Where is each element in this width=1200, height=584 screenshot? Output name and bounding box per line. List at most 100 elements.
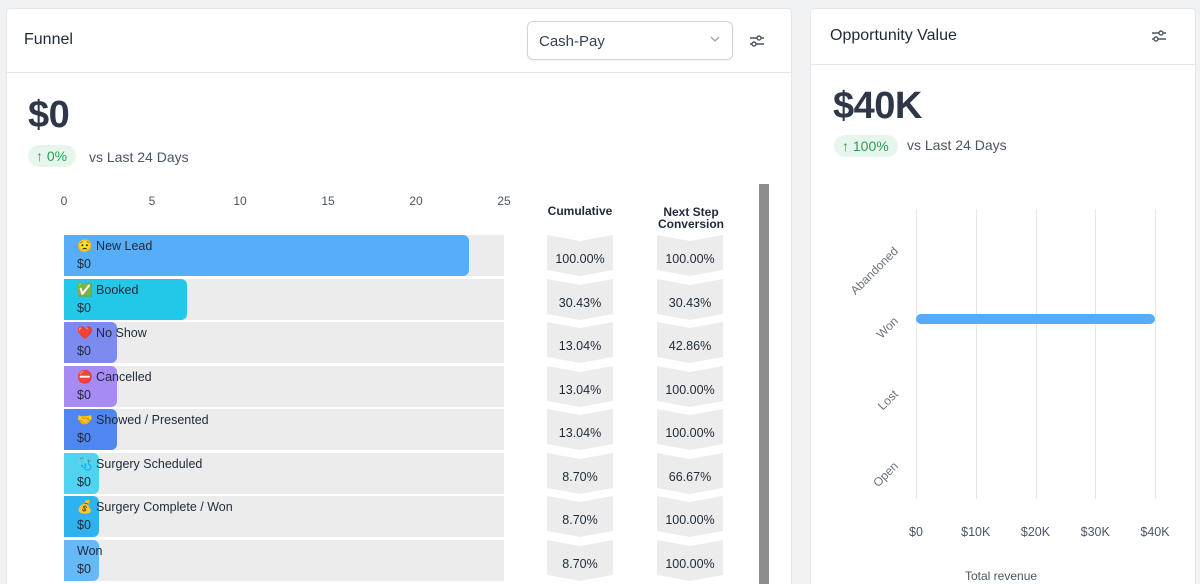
pipeline-select-value: Cash-Pay: [539, 33, 605, 50]
scrollbar[interactable]: [759, 184, 769, 584]
grid-line: [916, 209, 917, 499]
funnel-bar[interactable]: [64, 409, 117, 450]
cumulative-value: 8.70%: [562, 557, 598, 571]
funnel-bar[interactable]: [64, 540, 100, 581]
funnel-bar[interactable]: [64, 453, 100, 494]
next-step-chevron: [657, 235, 723, 276]
funnel-total-value: $0: [28, 94, 70, 136]
next-step-chevron: [657, 279, 723, 320]
stage-label: ❤️ No Show: [77, 326, 147, 340]
next-step-value: 30.43%: [668, 296, 712, 310]
y-category-label: Abandoned: [847, 244, 901, 298]
stage-value: $0: [77, 562, 91, 576]
funnel-row-track: [64, 366, 504, 407]
cumulative-chevron: [547, 540, 613, 581]
opportunity-total-value: $40K: [833, 85, 922, 127]
axis-tick: 25: [497, 194, 511, 208]
next-step-chevron: [657, 322, 723, 363]
stage-label: ✅ Booked: [77, 283, 139, 297]
funnel-bar[interactable]: [64, 322, 117, 363]
axis-tick: 0: [60, 194, 68, 208]
next-step-chevron: [657, 453, 723, 494]
sliders-icon[interactable]: [748, 32, 766, 50]
funnel-title: Funnel: [24, 31, 73, 48]
cumulative-chevron: [547, 366, 613, 407]
x-tick-label: $10K: [961, 525, 991, 539]
cumulative-chevron: [547, 453, 613, 494]
stage-label: Won: [77, 544, 103, 558]
next-step-chevron: [657, 409, 723, 450]
stage-value: $0: [77, 301, 91, 315]
cumulative-value: 13.04%: [558, 383, 602, 397]
axis-tick: 15: [321, 194, 335, 208]
axis-tick: 10: [233, 194, 247, 208]
x-tick-label: $20K: [1020, 525, 1051, 539]
grid-line: [975, 209, 977, 499]
funnel-bar[interactable]: [64, 235, 469, 276]
revenue-bar[interactable]: [916, 314, 1155, 324]
pipeline-select[interactable]: Cash-Pay: [527, 21, 733, 60]
next-step-value: 66.67%: [668, 470, 712, 484]
axis-tick: 20: [409, 194, 423, 208]
next-step-chevron: [657, 496, 723, 537]
x-tick-label: $30K: [1080, 525, 1110, 539]
stage-value: $0: [77, 257, 91, 271]
cumulative-chevron: [547, 409, 613, 450]
next-step-value: 42.86%: [668, 339, 712, 353]
grid-line: [1035, 209, 1037, 499]
funnel-row-track: [64, 322, 504, 363]
opportunity-header: Opportunity Value: [811, 9, 1195, 65]
funnel-row-track: [64, 496, 504, 537]
stage-value: $0: [77, 431, 91, 445]
grid-line: [1095, 209, 1097, 499]
funnel-card: Funnel Cash-Pay $0 ↑ 0% vs Last 24 Days …: [6, 8, 792, 584]
cumulative-value: 100.00%: [555, 252, 605, 266]
cumulative-chevron: [547, 279, 613, 320]
cumulative-chevron: [547, 322, 613, 363]
cumulative-value: 8.70%: [562, 470, 598, 484]
funnel-bar[interactable]: [64, 279, 188, 320]
funnel-bar[interactable]: [64, 366, 117, 407]
next-step-chevron: [657, 366, 723, 407]
stage-value: $0: [77, 388, 91, 402]
next-step-header-line1: Next Step: [663, 205, 719, 219]
cumulative-header: Cumulative: [547, 204, 613, 218]
change-badge: ↑ 100%: [834, 135, 898, 157]
cumulative-value: 13.04%: [558, 426, 602, 440]
next-step-chevron: [657, 540, 723, 581]
grid-line: [1155, 209, 1156, 499]
cumulative-chevron: [547, 235, 613, 276]
cumulative-value: 30.43%: [558, 296, 602, 310]
change-badge: ↑ 0%: [28, 145, 77, 167]
funnel-row-track: [64, 409, 504, 450]
stage-label: ⛔ Cancelled: [77, 370, 152, 384]
next-step-value: 100.00%: [665, 513, 715, 527]
next-step-value: 100.00%: [665, 252, 715, 266]
funnel-row-track: [64, 453, 504, 494]
cumulative-value: 13.04%: [558, 339, 602, 353]
next-step-value: 100.00%: [665, 383, 715, 397]
cumulative-chevron: [547, 496, 613, 537]
cumulative-value: 8.70%: [562, 513, 598, 527]
change-text: vs Last 24 Days: [89, 149, 189, 165]
chevron-down-icon: [710, 36, 720, 42]
y-category-label: Open: [870, 459, 901, 490]
x-axis-title: Total revenue: [965, 569, 1038, 583]
stage-label: 🩺 Surgery Scheduled: [77, 457, 203, 471]
opportunity-title: Opportunity Value: [830, 27, 957, 44]
stage-label: 🤝 Showed / Presented: [77, 413, 209, 427]
y-category-label: Won: [873, 314, 901, 342]
funnel-header: Funnel Cash-Pay: [7, 9, 791, 73]
y-category-label: Lost: [875, 387, 901, 413]
stage-label: 💰 Surgery Complete / Won: [77, 500, 233, 514]
funnel-bar[interactable]: [64, 496, 100, 537]
stage-value: $0: [77, 475, 91, 489]
next-step-header-line2: Conversion: [657, 217, 724, 231]
stage-value: $0: [77, 344, 91, 358]
stage-value: $0: [77, 518, 91, 532]
axis-tick: 5: [148, 194, 156, 208]
sliders-icon[interactable]: [1150, 27, 1168, 45]
x-tick-label: $0: [909, 525, 923, 539]
stage-label: 😟 New Lead: [77, 239, 153, 253]
funnel-row-track: [64, 540, 504, 581]
